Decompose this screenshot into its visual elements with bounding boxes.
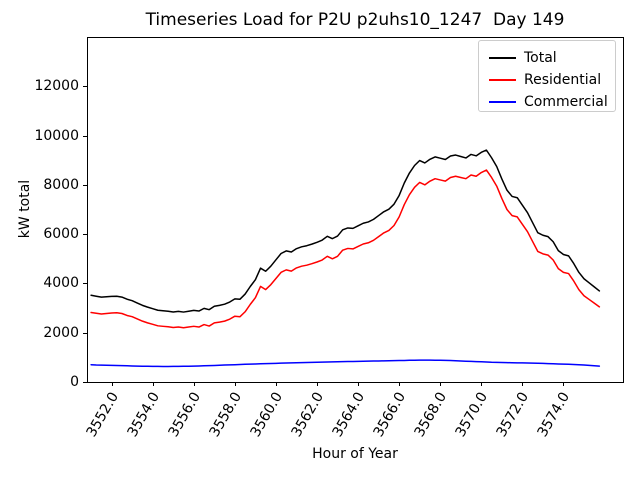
legend-entry-residential: Residential — [489, 69, 615, 91]
legend: Total Residential Commercial — [478, 40, 616, 112]
legend-entry-total: Total — [489, 47, 615, 69]
legend-label-residential: Residential — [524, 72, 602, 88]
series-line-total — [90, 149, 601, 313]
y-tick-label: 2000 — [43, 324, 79, 341]
series-line-residential — [90, 169, 601, 329]
y-tick-label: 8000 — [43, 176, 79, 193]
legend-label-total: Total — [524, 50, 557, 66]
x-axis-label: Hour of Year — [312, 446, 398, 462]
y-tick-label: 4000 — [43, 275, 79, 292]
series-line-commercial — [90, 359, 601, 368]
legend-entry-commercial: Commercial — [489, 91, 615, 113]
y-tick-label: 0 — [70, 374, 79, 390]
legend-line-residential — [489, 79, 516, 81]
legend-label-commercial: Commercial — [524, 94, 608, 110]
legend-line-total — [489, 57, 516, 59]
y-axis-label: kW total — [17, 179, 33, 239]
y-tick-label: 10000 — [34, 127, 79, 144]
legend-line-commercial — [489, 101, 516, 103]
chart-title: Timeseries Load for P2U p2uhs10_1247 Day… — [145, 10, 565, 30]
y-tick-label: 6000 — [43, 226, 79, 243]
y-tick-label: 12000 — [34, 78, 79, 95]
